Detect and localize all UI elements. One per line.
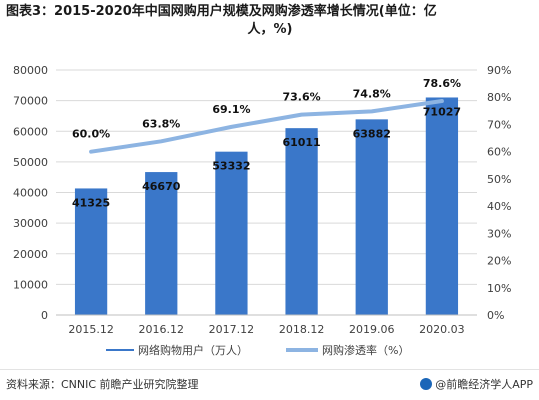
y-right-tick-label: 90% [487, 64, 511, 77]
chart-title-line2: 人，%) [247, 22, 293, 37]
bar-series [74, 97, 459, 315]
source-note: 资料来源：CNNIC 前瞻产业研究院整理 [6, 378, 199, 391]
brand-text: @前瞻经济学人APP [435, 378, 533, 391]
x-tick-label: 2015.12 [68, 323, 114, 336]
y-right-tick-label: 60% [487, 146, 511, 159]
chart-title-line1: 图表3：2015-2020年中国网购用户规模及网购渗透率增长情况(单位：亿 [6, 4, 437, 19]
line-value-label: 69.1% [212, 103, 250, 116]
y-left-tick-label: 10000 [13, 278, 48, 291]
y-left-tick-label: 40000 [13, 187, 48, 200]
x-tick-label: 2017.12 [209, 323, 255, 336]
bar [355, 119, 388, 315]
y-right-tick-label: 0% [487, 309, 504, 322]
y-left-tick-label: 50000 [13, 156, 48, 169]
bar [425, 97, 459, 315]
y-right-tick-label: 70% [487, 118, 511, 131]
y-right-tick-label: 40% [487, 200, 511, 213]
line-point [160, 140, 162, 142]
x-tick-label: 2018.12 [279, 323, 325, 336]
y-left-tick-label: 80000 [13, 64, 48, 77]
footer: 资料来源：CNNIC 前瞻产业研究院整理 @前瞻经济学人APP [0, 372, 539, 400]
bar [285, 128, 318, 315]
y-right-tick-label: 10% [487, 282, 511, 295]
data-labels: 41325 46670 53332 61011 63882 71027 60.0% 63.8%… [72, 77, 461, 209]
bar-value-label: 46670 [142, 180, 181, 193]
y-right-tick-label: 20% [487, 255, 511, 268]
bar-value-label: 41325 [72, 196, 110, 209]
footer-divider [0, 369, 539, 370]
combo-chart: 41325 46670 53332 61011 63882 71027 60.0% 63.8%… [13, 64, 511, 357]
line-series [89, 99, 444, 154]
x-tick-label: 2020.03 [419, 323, 465, 336]
chart-title: 图表3：2015-2020年中国网购用户规模及网购渗透率增长情况(单位：亿 人，… [6, 3, 534, 39]
line-point [230, 126, 232, 128]
line-point [441, 100, 443, 102]
bar [74, 188, 108, 315]
bar [215, 151, 248, 315]
y-left-tick-label: 30000 [13, 217, 48, 230]
line-value-label: 63.8% [142, 117, 180, 130]
legend-label: 网络购物用户（万人） [138, 343, 248, 357]
line-value-label: 60.0% [72, 128, 110, 141]
line-point [301, 114, 303, 116]
y-right-tick-label: 80% [487, 91, 511, 104]
y-left-tick-label: 60000 [13, 125, 48, 138]
line-value-label: 78.6% [423, 77, 461, 90]
y-left-tick-label: 70000 [13, 95, 48, 108]
bar-value-label: 63882 [353, 127, 391, 140]
gridlines [56, 69, 477, 285]
bar [145, 172, 178, 315]
y-left-tick-label: 0 [41, 309, 48, 322]
bar-value-label: 71027 [423, 105, 461, 118]
legend-label: 网购渗透率（%） [322, 343, 409, 357]
penetration-line [89, 99, 444, 154]
brand-watermark: @前瞻经济学人APP [420, 376, 533, 392]
x-tick-label: 2019.06 [349, 323, 395, 336]
y-left-tick-label: 20000 [13, 248, 48, 261]
bar-value-label: 61011 [282, 136, 320, 149]
bar-value-label: 53332 [212, 160, 250, 173]
line-point [90, 151, 92, 153]
brand-logo-icon [420, 378, 433, 390]
x-tick-label: 2016.12 [139, 323, 185, 336]
y-right-tick-label: 30% [487, 227, 511, 240]
legend: 网络购物用户（万人） 网购渗透率（%） [106, 343, 409, 357]
line-point [371, 110, 373, 112]
axes: 0 10000 20000 30000 40000 50000 60000 70000 8000… [13, 64, 511, 336]
line-value-label: 74.8% [353, 87, 391, 100]
line-value-label: 73.6% [282, 91, 320, 104]
y-right-tick-label: 50% [487, 173, 511, 186]
